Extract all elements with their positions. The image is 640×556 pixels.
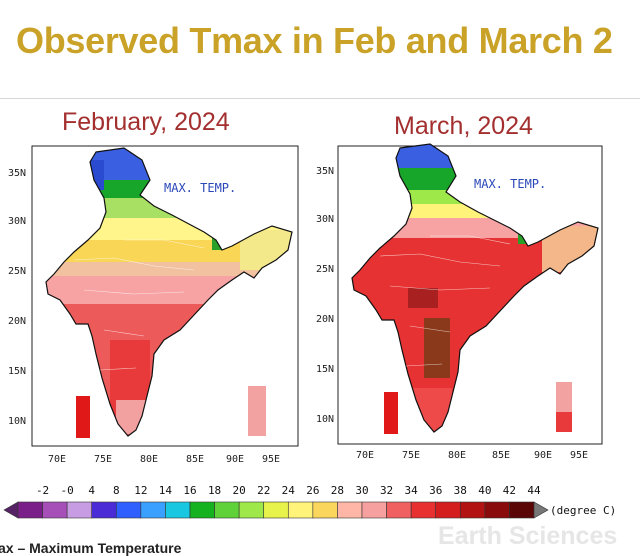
mar-lon-95: 95E (570, 450, 588, 461)
feb-lat-15: 15N (8, 366, 26, 377)
colorbar-tick-label: 44 (527, 484, 541, 497)
colorbar-tick-label: 20 (233, 484, 246, 497)
colorbar-tick-label: 40 (478, 484, 491, 497)
mar-lon-90: 90E (534, 450, 552, 461)
mar-india-outline (351, 143, 599, 433)
feb-lat-30: 30N (8, 216, 26, 227)
mar-map-svg: MAX. TEMP. 35N 30N 25N 20N 15N 10N 70E 7… (316, 143, 603, 461)
colorbar-swatch (238, 501, 265, 519)
colorbar-swatch (410, 501, 437, 519)
colorbar-tick-label: 22 (257, 484, 270, 497)
mar-lon-75: 75E (402, 450, 420, 461)
colorbar-swatch (140, 501, 166, 519)
mar-map: MAX. TEMP. 35N 30N 25N 20N 15N 10N 70E 7… (312, 138, 612, 468)
feb-lon-75: 75E (94, 454, 112, 465)
colorbar-swatch (189, 501, 215, 519)
colorbar-tick-label: 8 (113, 484, 120, 497)
colorbar-swatch (66, 501, 93, 519)
feb-heading: February, 2024 (62, 108, 230, 136)
feb-island-box-2 (248, 386, 266, 436)
colorbar-swatch (287, 501, 314, 519)
colorbar-tick-label: 16 (183, 484, 196, 497)
feb-lat-10: 10N (8, 416, 26, 427)
feb-map-label: MAX. TEMP. (164, 181, 236, 195)
mar-lat-35: 35N (316, 166, 334, 177)
colorbar-swatch (91, 501, 117, 519)
colorbar-swatch (435, 501, 461, 519)
mar-lon-70: 70E (356, 450, 374, 461)
footer-caption: ax – Maximum Temperature (0, 540, 182, 556)
feb-lat-25: 25N (8, 266, 26, 277)
colorbar-tick-label: 28 (331, 484, 344, 497)
feb-lon-95: 95E (262, 454, 280, 465)
colorbar-tick-label: 18 (208, 484, 221, 497)
mar-map-label: MAX. TEMP. (474, 177, 546, 191)
feb-lon-85: 85E (186, 454, 204, 465)
colorbar-swatch (509, 501, 535, 519)
colorbar-tick-label: 14 (159, 484, 173, 497)
colorbar-tick-label: 34 (405, 484, 419, 497)
mar-island-box-2-lower (556, 412, 572, 432)
mar-lat-25: 25N (316, 264, 334, 275)
colorbar-tick-label: 42 (503, 484, 516, 497)
watermark: Earth Sciences (438, 522, 618, 550)
mar-island-box-1 (384, 392, 398, 434)
colorbar-svg: -2 -0 4 8 12 14 16 18 20 22 24 26 28 30 32 34 36 38 40 42 44… (3, 484, 616, 519)
feb-state-lines (73, 239, 205, 371)
colorbar-tick-label: -2 (36, 484, 49, 497)
colorbar-tick-label: 12 (134, 484, 147, 497)
mar-lat-30: 30N (316, 214, 334, 225)
colorbar-swatch (361, 501, 387, 519)
feb-map-svg: MAX. TEMP. 35N 30N 25N 20N 15N 10N 70E 7… (8, 145, 299, 465)
mar-heading: March, 2024 (394, 112, 533, 140)
colorbar-swatch (214, 501, 240, 519)
colorbar-swatch (17, 501, 43, 519)
mar-lat-15: 15N (316, 364, 334, 375)
feb-lat-35: 35N (8, 168, 26, 179)
colorbar-swatch (337, 501, 363, 519)
colorbar-swatch (115, 501, 142, 519)
mar-lat-20: 20N (316, 314, 334, 325)
feb-lon-90: 90E (226, 454, 244, 465)
mar-state-lines (379, 235, 511, 367)
colorbar-over-arrow (533, 501, 549, 519)
feb-map: MAX. TEMP. 35N 30N 25N 20N 15N 10N 70E 7… (4, 140, 304, 470)
colorbar-tick-label: 30 (355, 484, 368, 497)
colorbar-swatch (312, 501, 338, 519)
colorbar-tick-label: 26 (306, 484, 319, 497)
feb-lat-20: 20N (8, 316, 26, 327)
colorbar-tick-label: 38 (454, 484, 467, 497)
mar-lon-85: 85E (492, 450, 510, 461)
title-divider (0, 98, 640, 99)
mar-lon-80: 80E (448, 450, 466, 461)
colorbar-tick-label: 32 (380, 484, 393, 497)
slide-title: Observed Tmax in Feb and March 2 (16, 20, 613, 61)
colorbar-swatch (42, 501, 68, 519)
colorbar-swatch (459, 501, 486, 519)
colorbar-swatch (386, 501, 412, 519)
feb-lon-70: 70E (48, 454, 66, 465)
feb-island-box-1 (76, 396, 90, 438)
colorbar-swatch (263, 501, 289, 519)
colorbar-tick-label: 36 (429, 484, 442, 497)
colorbar-tick-label: 24 (282, 484, 296, 497)
feb-lon-80: 80E (140, 454, 158, 465)
colorbar-unit: (degree C) (550, 504, 616, 517)
colorbar-tick-label: 4 (88, 484, 95, 497)
colorbar-swatch (165, 501, 191, 519)
mar-lat-10: 10N (316, 414, 334, 425)
feb-india-outline (45, 147, 293, 437)
colorbar-under-arrow (3, 501, 19, 519)
colorbar: -2 -0 4 8 12 14 16 18 20 22 24 26 28 30 32 34 36 38 40 42 44… (0, 476, 640, 543)
colorbar-tick-label: -0 (61, 484, 74, 497)
colorbar-swatch (484, 501, 510, 519)
